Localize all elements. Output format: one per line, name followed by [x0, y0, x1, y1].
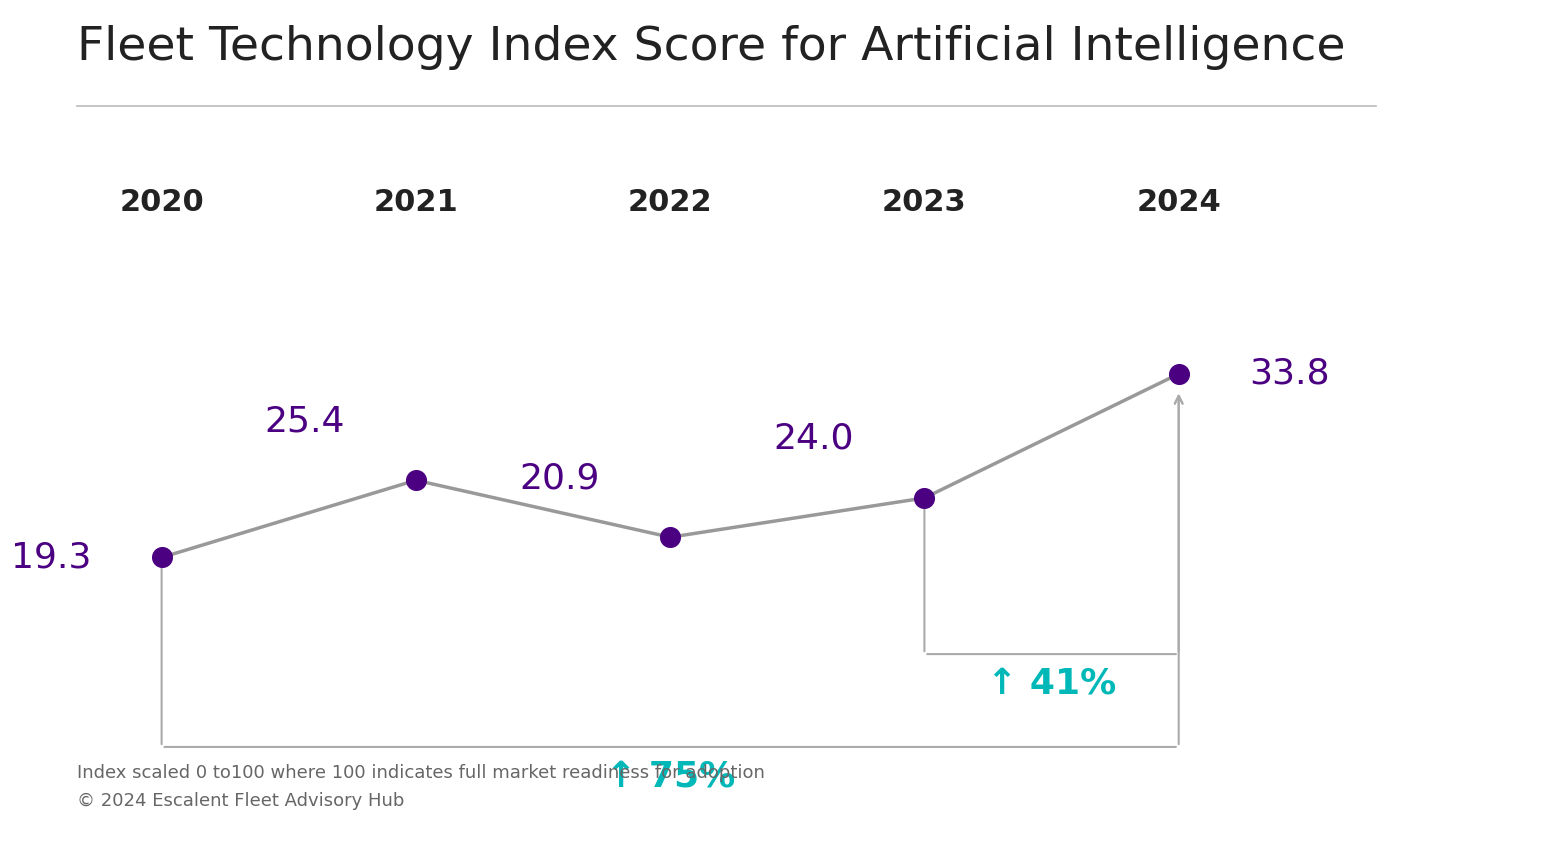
Text: Index scaled 0 to100 where 100 indicates full market readiness for adoption
© 20: Index scaled 0 to100 where 100 indicates…: [77, 765, 765, 810]
Point: [658, 531, 683, 544]
Text: 25.4: 25.4: [265, 404, 345, 438]
Text: ↑ 75%: ↑ 75%: [606, 760, 734, 793]
Text: Fleet Technology Index Score for Artificial Intelligence: Fleet Technology Index Score for Artific…: [77, 25, 1346, 70]
Text: 2024: 2024: [1137, 188, 1221, 217]
Text: 20.9: 20.9: [519, 461, 599, 495]
Text: 33.8: 33.8: [1250, 357, 1331, 391]
Text: ↑ 41%: ↑ 41%: [987, 667, 1117, 701]
Point: [1166, 367, 1191, 381]
Point: [403, 473, 428, 487]
Text: 2022: 2022: [627, 188, 713, 217]
Point: [912, 491, 937, 505]
Text: 2020: 2020: [119, 188, 204, 217]
Text: 19.3: 19.3: [11, 540, 91, 575]
Point: [149, 551, 173, 565]
Text: 2023: 2023: [881, 188, 967, 217]
Text: 2021: 2021: [373, 188, 459, 217]
Text: 24.0: 24.0: [773, 422, 853, 456]
